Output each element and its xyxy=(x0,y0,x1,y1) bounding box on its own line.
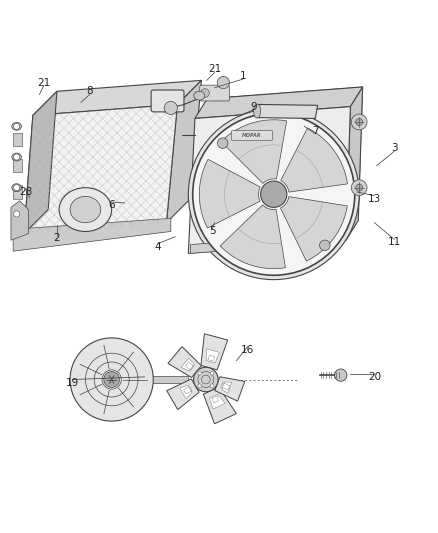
Polygon shape xyxy=(280,197,347,261)
Polygon shape xyxy=(209,394,225,409)
Text: 9: 9 xyxy=(251,102,258,111)
Text: 20: 20 xyxy=(368,372,381,382)
Polygon shape xyxy=(13,185,22,199)
Polygon shape xyxy=(33,80,201,115)
Polygon shape xyxy=(24,91,57,233)
Polygon shape xyxy=(180,385,192,399)
Text: 6: 6 xyxy=(108,200,115,210)
Circle shape xyxy=(261,181,287,207)
FancyBboxPatch shape xyxy=(151,90,184,112)
Polygon shape xyxy=(168,346,201,377)
Text: MOPAR: MOPAR xyxy=(242,133,261,139)
Polygon shape xyxy=(166,80,201,223)
Ellipse shape xyxy=(12,184,21,191)
Ellipse shape xyxy=(12,210,21,218)
Circle shape xyxy=(14,123,20,130)
Polygon shape xyxy=(191,243,219,253)
Polygon shape xyxy=(13,159,22,172)
Text: 8: 8 xyxy=(86,86,93,96)
Circle shape xyxy=(198,372,201,375)
FancyBboxPatch shape xyxy=(200,85,230,101)
Polygon shape xyxy=(256,104,318,118)
Circle shape xyxy=(356,118,363,125)
Circle shape xyxy=(194,367,218,392)
Polygon shape xyxy=(181,358,194,371)
Text: 3: 3 xyxy=(391,143,398,154)
Ellipse shape xyxy=(254,104,261,118)
Circle shape xyxy=(198,384,201,387)
Ellipse shape xyxy=(59,188,112,231)
Polygon shape xyxy=(222,382,232,393)
Polygon shape xyxy=(153,376,188,383)
Polygon shape xyxy=(221,120,287,183)
Text: 28: 28 xyxy=(19,187,32,197)
Polygon shape xyxy=(167,379,199,410)
Polygon shape xyxy=(13,212,22,225)
Polygon shape xyxy=(201,334,228,370)
Text: 21: 21 xyxy=(208,64,221,75)
Circle shape xyxy=(217,138,228,148)
Text: 1: 1 xyxy=(240,71,247,81)
Polygon shape xyxy=(24,104,177,233)
Circle shape xyxy=(351,114,367,130)
Text: 5: 5 xyxy=(209,227,216,237)
Polygon shape xyxy=(281,128,347,192)
Text: 19: 19 xyxy=(66,377,79,387)
Polygon shape xyxy=(201,87,363,233)
Polygon shape xyxy=(13,133,22,146)
Polygon shape xyxy=(188,107,350,253)
Ellipse shape xyxy=(194,91,205,100)
Circle shape xyxy=(14,211,20,217)
Circle shape xyxy=(201,88,209,98)
Polygon shape xyxy=(220,205,286,269)
Text: 4: 4 xyxy=(154,242,161,252)
Text: 2: 2 xyxy=(53,233,60,243)
Circle shape xyxy=(14,154,20,160)
Text: 7: 7 xyxy=(312,126,319,136)
Polygon shape xyxy=(203,387,237,424)
Circle shape xyxy=(70,338,153,421)
Circle shape xyxy=(193,113,355,275)
Circle shape xyxy=(164,101,177,115)
Ellipse shape xyxy=(70,197,101,223)
Text: 16: 16 xyxy=(241,345,254,355)
Polygon shape xyxy=(11,201,28,240)
Polygon shape xyxy=(195,87,363,118)
Polygon shape xyxy=(206,349,219,363)
Circle shape xyxy=(320,240,330,251)
Polygon shape xyxy=(13,219,171,251)
Circle shape xyxy=(351,180,367,196)
Polygon shape xyxy=(215,377,245,401)
Ellipse shape xyxy=(12,153,21,161)
Circle shape xyxy=(188,109,359,280)
Circle shape xyxy=(14,184,20,191)
Circle shape xyxy=(210,384,214,387)
Circle shape xyxy=(335,369,347,381)
Polygon shape xyxy=(199,159,260,228)
Circle shape xyxy=(217,76,230,88)
Polygon shape xyxy=(346,87,363,240)
Circle shape xyxy=(356,184,363,191)
Circle shape xyxy=(210,372,214,375)
Circle shape xyxy=(104,372,120,387)
FancyBboxPatch shape xyxy=(231,131,272,140)
Ellipse shape xyxy=(12,123,21,130)
Text: 13: 13 xyxy=(368,193,381,204)
Text: 11: 11 xyxy=(388,237,401,247)
Text: 21: 21 xyxy=(37,77,50,87)
